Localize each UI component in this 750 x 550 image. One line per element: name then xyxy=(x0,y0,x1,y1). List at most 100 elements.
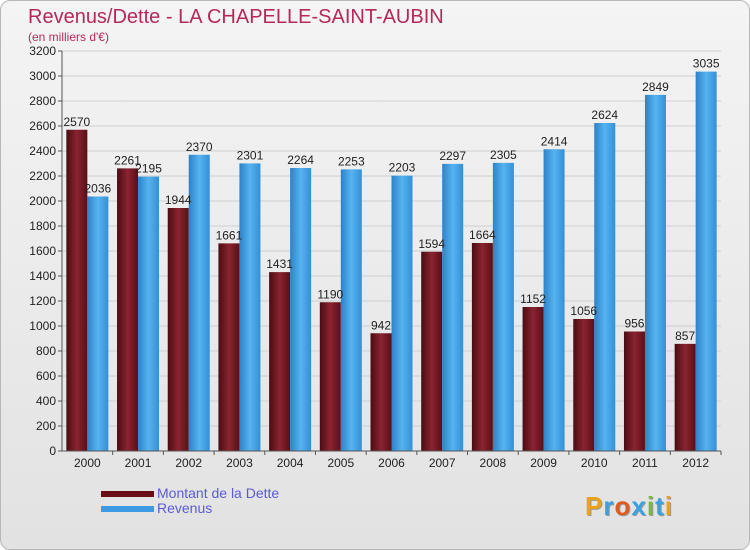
x-tick-label: 2006 xyxy=(378,456,405,470)
y-tick-label: 1000 xyxy=(29,319,56,333)
data-label: 1661 xyxy=(216,228,243,242)
y-tick-label: 1600 xyxy=(29,244,56,258)
data-label: 956 xyxy=(624,317,644,331)
bar-dette xyxy=(319,302,341,451)
data-label: 857 xyxy=(675,329,695,343)
bar-dette xyxy=(218,243,240,451)
bar-revenus xyxy=(695,71,717,451)
y-tick-label: 0 xyxy=(49,444,56,458)
bar-dette xyxy=(269,272,291,451)
bar-dette xyxy=(573,319,595,451)
data-label: 1152 xyxy=(520,292,546,306)
data-label: 2570 xyxy=(63,115,90,129)
data-label: 2370 xyxy=(186,140,213,154)
data-label: 2195 xyxy=(135,162,162,176)
bar-revenus xyxy=(340,169,362,451)
chart-subtitle: (en milliers d'€) xyxy=(28,30,109,44)
legend-item-dette: Montant de la Dette xyxy=(101,485,279,501)
bars xyxy=(66,71,717,451)
x-tick-label: 2008 xyxy=(480,456,507,470)
x-tick-label: 2012 xyxy=(682,456,709,470)
bar-dette xyxy=(471,243,493,451)
y-tick-label: 2200 xyxy=(29,169,56,183)
legend-swatch-revenus xyxy=(101,506,154,513)
data-label: 2414 xyxy=(541,134,568,148)
y-tick-label: 2600 xyxy=(29,119,56,133)
data-label: 2305 xyxy=(490,148,517,162)
x-tick-label: 2005 xyxy=(327,456,354,470)
data-label: 2297 xyxy=(439,149,466,163)
bar-revenus xyxy=(87,196,109,451)
y-tick-label: 1400 xyxy=(29,269,56,283)
x-tick-label: 2010 xyxy=(581,456,608,470)
bar-revenus xyxy=(239,163,261,451)
legend-label-dette: Montant de la Dette xyxy=(157,485,280,501)
bar-revenus xyxy=(442,163,464,451)
data-label: 2036 xyxy=(84,182,111,196)
bar-dette xyxy=(66,129,88,451)
logo-letter: x xyxy=(631,491,647,521)
x-tick-label: 2011 xyxy=(632,456,658,470)
bar-dette xyxy=(117,168,139,451)
bar-revenus xyxy=(188,154,210,451)
data-label: 2624 xyxy=(591,108,618,122)
y-tick-label: 3000 xyxy=(29,69,56,83)
bar-revenus xyxy=(543,149,565,451)
data-label: 3035 xyxy=(693,57,720,71)
data-label: 1190 xyxy=(317,287,343,301)
bar-revenus xyxy=(492,162,514,451)
data-label: 1056 xyxy=(570,304,597,318)
bar-revenus xyxy=(644,94,666,451)
bar-dette xyxy=(370,333,392,451)
data-label: 2261 xyxy=(114,153,141,167)
data-label: 2253 xyxy=(338,154,365,168)
y-tick-label: 800 xyxy=(36,344,56,358)
data-label: 2203 xyxy=(389,161,416,175)
bar-dette xyxy=(421,251,443,451)
logo-letter: P xyxy=(585,491,604,521)
x-tick-label: 2009 xyxy=(530,456,557,470)
data-label: 942 xyxy=(371,318,391,332)
x-tick-label: 2007 xyxy=(429,456,456,470)
bar-dette xyxy=(623,331,645,451)
y-tick-label: 2400 xyxy=(29,144,56,158)
y-tick-label: 600 xyxy=(36,369,56,383)
y-tick-label: 400 xyxy=(36,394,56,408)
bar-revenus xyxy=(138,176,160,451)
y-tick-label: 2800 xyxy=(29,94,56,108)
logo-letter: t xyxy=(655,491,665,521)
logo-letter: i xyxy=(664,491,673,521)
data-label: 1431 xyxy=(266,257,293,271)
data-label: 2849 xyxy=(642,80,669,94)
data-label: 2301 xyxy=(237,148,264,162)
logo-letter: r xyxy=(603,491,615,521)
y-tick-label: 1200 xyxy=(29,294,56,308)
proxiti-logo: Proxiti xyxy=(585,491,673,522)
y-tick-label: 3200 xyxy=(29,44,56,58)
chart-title: Revenus/Dette - LA CHAPELLE-SAINT-AUBIN xyxy=(28,6,444,28)
logo-letter: i xyxy=(646,491,656,521)
x-tick-label: 2002 xyxy=(175,456,202,470)
data-label: 2264 xyxy=(287,153,314,167)
bar-dette xyxy=(167,208,189,451)
x-tick-label: 2000 xyxy=(74,456,101,470)
data-label: 1944 xyxy=(165,193,192,207)
x-tick-label: 2003 xyxy=(226,456,253,470)
bar-revenus xyxy=(290,168,312,451)
bar-revenus xyxy=(391,175,413,451)
legend-swatch-dette xyxy=(101,491,154,498)
bar-dette xyxy=(674,343,696,451)
data-label: 1664 xyxy=(469,228,496,242)
x-tick-label: 2004 xyxy=(277,456,304,470)
y-tick-label: 2000 xyxy=(29,194,56,208)
y-tick-label: 200 xyxy=(36,419,56,433)
x-tick-label: 2001 xyxy=(125,456,152,470)
y-tick-label: 1800 xyxy=(29,219,56,233)
logo-letter: o xyxy=(614,491,632,521)
legend-label-revenus: Revenus xyxy=(157,500,213,516)
bar-dette xyxy=(522,307,544,451)
data-label: 1594 xyxy=(418,237,445,251)
